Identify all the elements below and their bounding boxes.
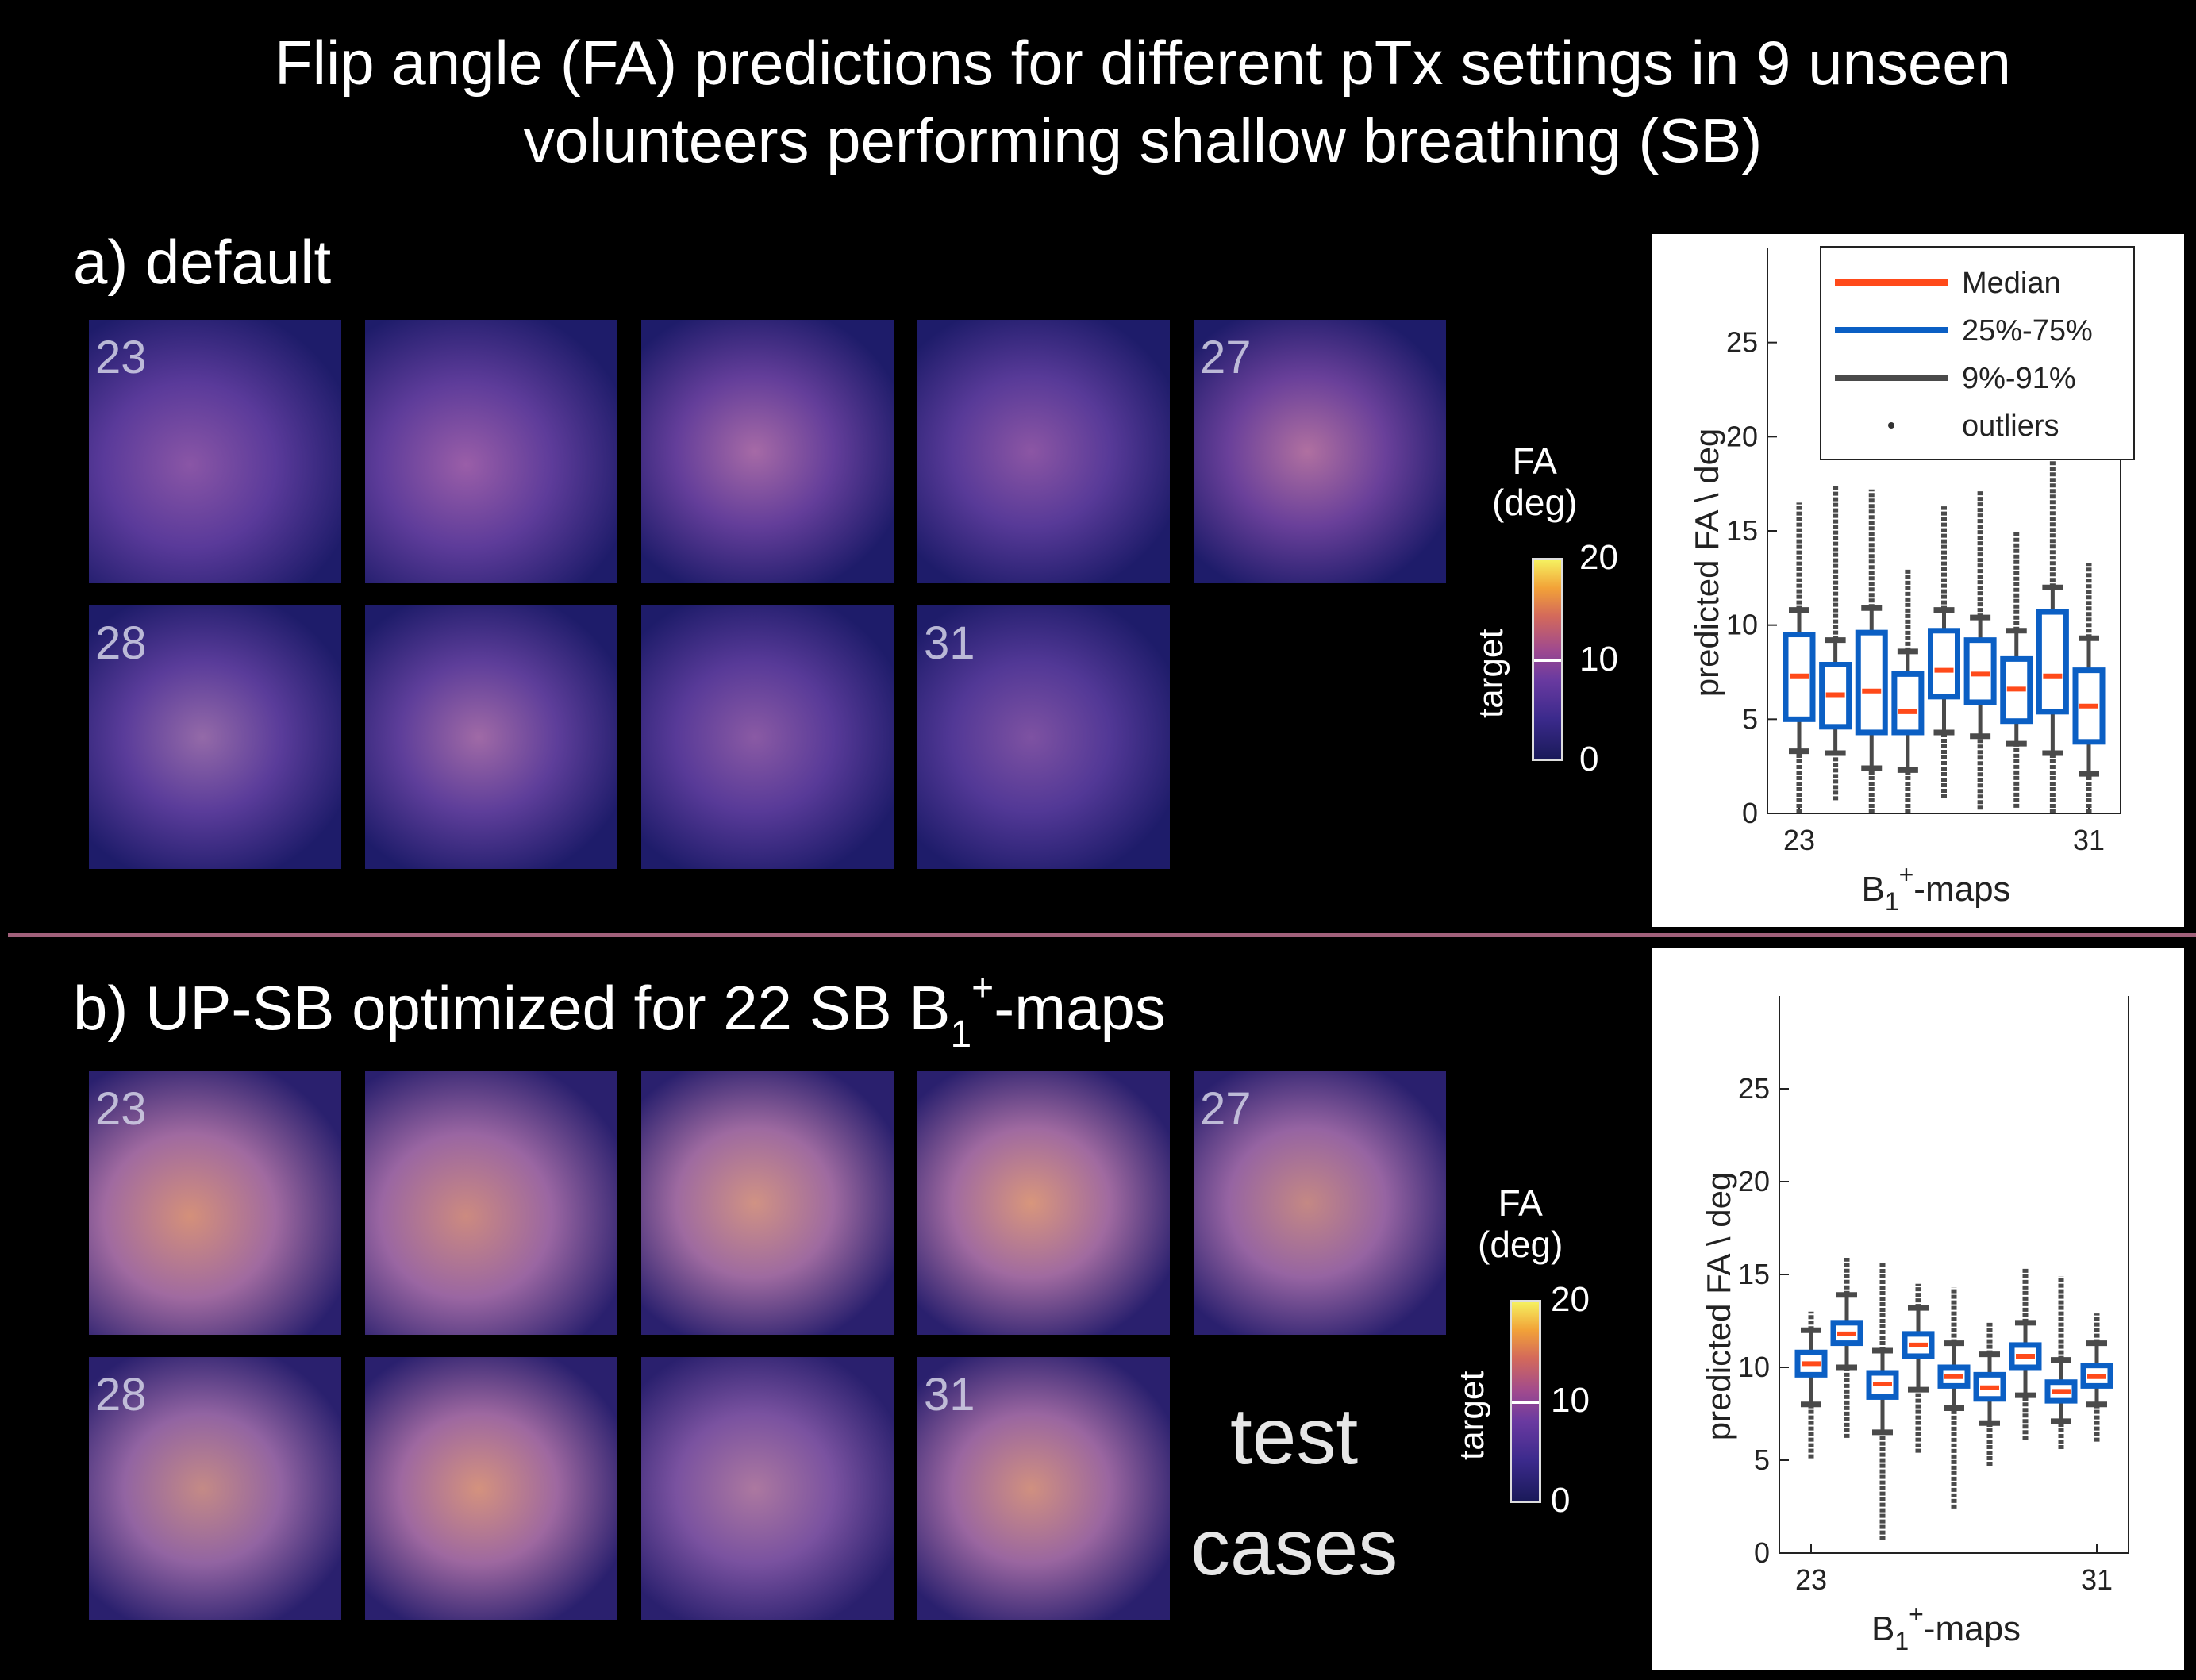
- title-line-1: Flip angle (FA) predictions for differen…: [274, 28, 2012, 98]
- test-cases-label: test cases: [1190, 1381, 1398, 1603]
- section-b-label-sup: +: [971, 967, 994, 1009]
- boxplot-chart-b: 0 5 10 15 20 25 23 31 predicted FA \ deg B1+-maps: [1700, 996, 2129, 1655]
- fa-map-tile: 28: [89, 1357, 341, 1620]
- y-tick-label: 25: [1738, 1072, 1770, 1105]
- tile-number: 23: [95, 332, 147, 383]
- y-tick-label: 0: [1754, 1536, 1770, 1569]
- colorbar-a-title: FA (deg): [1492, 440, 1577, 523]
- legend-median-label: Median: [1962, 267, 2061, 300]
- colorbar-b-title: FA (deg): [1478, 1182, 1563, 1265]
- legend-whisker-label: 9%-91%: [1962, 362, 2076, 395]
- colorbar-b-target-label: target: [1452, 1371, 1491, 1460]
- fa-map-tile: 27: [1194, 1071, 1446, 1335]
- y-tick-label: 20: [1726, 420, 1758, 452]
- test-cases-line1: test: [1230, 1392, 1359, 1481]
- chart-panel-b: 0 5 10 15 20 25 23 31 predicted FA \ deg B1+-maps: [1652, 948, 2184, 1670]
- colorbar-title-line1: FA: [1498, 1182, 1543, 1224]
- section-divider: [8, 933, 2196, 937]
- legend-outliers-label: outliers: [1962, 409, 2059, 443]
- colorbar-title-line2: (deg): [1492, 482, 1578, 523]
- figure-title: Flip angle (FA) predictions for differen…: [111, 24, 2175, 179]
- tile-number: 27: [1200, 332, 1252, 383]
- y-tick-label: 10: [1738, 1351, 1770, 1383]
- fa-map-tile: 31: [917, 1357, 1170, 1620]
- title-line-2: volunteers performing shallow breathing …: [523, 106, 1763, 175]
- colorbar-a-target-label: target: [1471, 629, 1510, 718]
- fa-map-tile: 23: [89, 320, 341, 583]
- iqr-box: [1891, 671, 1925, 736]
- colorbar-a-tick-0: 0: [1579, 740, 1599, 778]
- tile-number: 27: [1200, 1083, 1252, 1135]
- tile-number: 31: [924, 1369, 975, 1421]
- colorbar-title-line2: (deg): [1478, 1224, 1563, 1265]
- fa-map-tile: 31: [917, 605, 1170, 869]
- colorbar-b-tick-10: 10: [1551, 1381, 1590, 1420]
- tile-number: 28: [95, 1369, 147, 1421]
- y-tick-label: 15: [1738, 1258, 1770, 1290]
- x-tick-label: 31: [2073, 824, 2105, 856]
- tile-number: 31: [924, 617, 975, 669]
- chart-panel-a: 0 5 10 15 20 25 23 31 predicted FA \ deg B1+-maps…: [1652, 234, 2184, 927]
- y-tick-label: 5: [1754, 1444, 1770, 1476]
- iqr-box: [2036, 609, 2069, 715]
- colorbar-a-tick-10: 10: [1579, 640, 1618, 679]
- x-tick-label: 31: [2081, 1563, 2113, 1596]
- y-tick-label: 0: [1742, 797, 1758, 829]
- section-b-label-text: b) UP-SB optimized for 22 SB B: [73, 973, 951, 1043]
- section-b-label-sub: 1: [950, 1013, 972, 1055]
- y-axis-label: predicted FA \ deg: [1700, 1172, 1737, 1441]
- x-tick-label: 23: [1783, 824, 1815, 856]
- colorbar-b-tick-20: 20: [1551, 1280, 1590, 1319]
- colorbar-a: [1532, 558, 1563, 761]
- fa-map-tile: [365, 605, 617, 869]
- legend-iqr-label: 25%-75%: [1962, 314, 2093, 348]
- fa-map-tile: [641, 320, 894, 583]
- y-tick-label: 20: [1738, 1165, 1770, 1198]
- section-a-label: a) default: [73, 227, 332, 297]
- y-axis-label: predicted FA \ deg: [1688, 429, 1725, 698]
- y-tick-label: 25: [1726, 326, 1758, 359]
- iqr-box: [1855, 629, 1888, 736]
- y-tick-label: 15: [1726, 514, 1758, 547]
- colorbar-a-tick-20: 20: [1579, 538, 1618, 577]
- tile-number: 28: [95, 617, 147, 669]
- fa-map-tile: 28: [89, 605, 341, 869]
- section-b-label: b) UP-SB optimized for 22 SB B1+-maps: [73, 967, 1166, 1055]
- fa-map-tile: [365, 320, 617, 583]
- legend-outliers-swatch: [1888, 422, 1894, 429]
- fa-map-tile: [917, 320, 1170, 583]
- iqr-box: [1928, 628, 1960, 700]
- fa-map-tile: [641, 1071, 894, 1335]
- section-b-label-suffix: -maps: [994, 973, 1166, 1043]
- test-cases-line2: cases: [1190, 1503, 1398, 1592]
- fa-map-tile: [641, 605, 894, 869]
- y-tick-label: 10: [1726, 609, 1758, 641]
- x-tick-label: 23: [1795, 1563, 1827, 1596]
- fa-map-tile: [365, 1357, 617, 1620]
- tile-number: 23: [95, 1083, 147, 1135]
- colorbar-b-tick-0: 0: [1551, 1481, 1571, 1520]
- fa-map-tile: [641, 1357, 894, 1620]
- iqr-box: [1963, 637, 1997, 705]
- fa-map-tile: 27: [1194, 320, 1446, 583]
- boxplot-chart-a: 0 5 10 15 20 25 23 31 predicted FA \ deg B1+-maps…: [1688, 246, 2135, 916]
- y-tick-label: 5: [1742, 702, 1758, 735]
- x-axis-label: B1+-maps: [1861, 860, 2010, 916]
- colorbar-b: [1510, 1300, 1541, 1503]
- x-axis-label: B1+-maps: [1871, 1600, 2021, 1655]
- fa-map-tile: 23: [89, 1071, 341, 1335]
- fa-map-tile: [917, 1071, 1170, 1335]
- colorbar-title-line1: FA: [1512, 440, 1557, 482]
- fa-map-tile: [365, 1071, 617, 1335]
